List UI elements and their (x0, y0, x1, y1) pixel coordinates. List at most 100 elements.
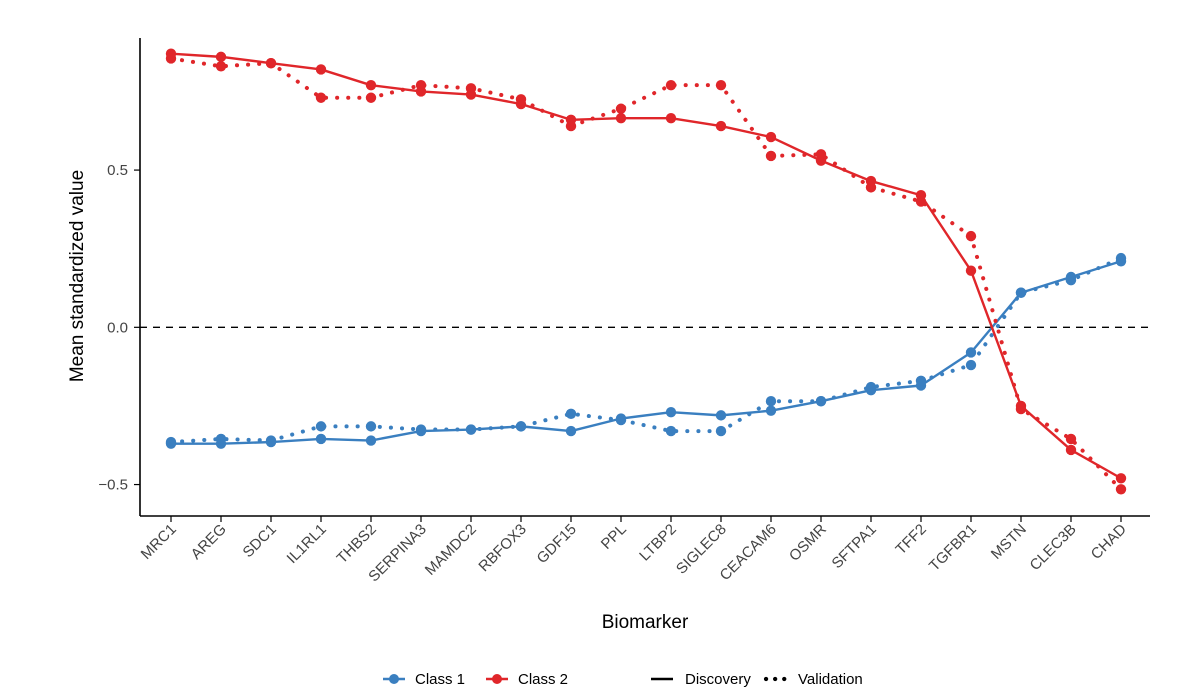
data-point-mstn (1015, 287, 1027, 298)
data-point-chad (1115, 473, 1127, 484)
data-point-ltbp2 (665, 425, 677, 437)
data-point-areg (215, 61, 227, 72)
legend-label: Class 1 (415, 671, 465, 688)
legend-item-validation: Validation (763, 671, 863, 688)
x-tick-label-sftpa1: SFTPA1 (829, 521, 880, 572)
data-point-chad (1115, 252, 1127, 264)
legend-label: Class 2 (518, 671, 568, 688)
data-point-areg (215, 51, 227, 63)
x-tick-label-rbfox3: RBFOX3 (475, 521, 529, 575)
data-point-ceacam6 (765, 396, 777, 407)
data-point-il1rl1 (315, 433, 327, 445)
data-point-clec3b (1065, 433, 1077, 445)
data-point-gdf15 (565, 408, 577, 419)
data-point-mrc1 (165, 53, 177, 64)
x-tick-label-tff2: TFF2 (892, 521, 929, 558)
data-point-mamdc2 (465, 83, 477, 94)
series-class-2-discovery (165, 48, 1127, 484)
x-tick-label-chad: CHAD (1088, 521, 1130, 563)
plot-area (140, 48, 1150, 495)
legend-item-discovery: Discovery (651, 671, 751, 688)
data-point-mstn (1015, 403, 1027, 415)
x-tick-label-clec3b: CLEC3B (1027, 521, 1080, 574)
y-axis-title: Mean standardized value (67, 170, 88, 382)
legend-point-swatch (389, 674, 399, 684)
data-point-ltbp2 (665, 79, 677, 91)
data-point-serpina3 (415, 79, 427, 91)
data-point-tgfbr1 (965, 265, 977, 276)
data-point-gdf15 (565, 425, 577, 437)
data-point-siglec8 (715, 120, 727, 132)
data-point-siglec8 (715, 425, 727, 437)
data-point-clec3b (1065, 444, 1077, 456)
data-point-ceacam6 (765, 405, 777, 416)
data-point-thbs2 (365, 435, 377, 446)
data-point-mamdc2 (465, 424, 477, 435)
data-point-ltbp2 (665, 407, 677, 418)
data-point-thbs2 (365, 92, 377, 103)
x-tick-label-il1rl1: IL1RL1 (284, 521, 330, 567)
x-tick-label-mstn: MSTN (988, 521, 1030, 563)
series-line (169, 256, 1123, 445)
series-line (169, 260, 1123, 445)
legend: Class 1 Class 2 Discovery Validation (383, 671, 863, 688)
data-point-tgfbr1 (965, 230, 977, 242)
axes (139, 38, 1150, 517)
x-tick-label-osmr: OSMR (786, 521, 830, 565)
data-point-osmr (815, 149, 827, 160)
legend-label: Discovery (685, 671, 751, 688)
x-tick-label-areg: AREG (188, 521, 230, 563)
data-point-tgfbr1 (965, 359, 977, 371)
data-point-clec3b (1065, 274, 1077, 286)
data-point-serpina3 (415, 424, 427, 435)
series-line (169, 52, 1123, 480)
data-point-siglec8 (715, 410, 727, 421)
x-tick-label-mamdc2: MAMDC2 (422, 521, 480, 579)
data-point-osmr (815, 396, 827, 407)
data-point-sdc1 (265, 57, 277, 69)
series-class-1-discovery (165, 256, 1127, 449)
data-point-il1rl1 (315, 92, 327, 103)
data-point-thbs2 (365, 421, 377, 432)
x-tick-label-ppl: PPL (598, 521, 630, 553)
x-tick-label-ltbp2: LTBP2 (636, 521, 680, 565)
data-point-ppl (615, 414, 627, 426)
x-tick-label-thbs2: THBS2 (334, 521, 380, 567)
legend-item-class-2: Class 2 (486, 671, 568, 688)
data-point-thbs2 (365, 79, 377, 91)
y-tick-label: 0.0 (107, 319, 128, 336)
data-point-sftpa1 (865, 182, 877, 193)
y-tick-label: 0.5 (107, 162, 128, 179)
x-tick-label-mrc1: MRC1 (138, 521, 180, 563)
data-point-gdf15 (565, 120, 577, 132)
data-point-ppl (615, 103, 627, 114)
legend-point-swatch (492, 674, 502, 684)
x-tick-label-gdf15: GDF15 (534, 521, 580, 567)
data-point-il1rl1 (315, 421, 327, 432)
x-tick-label-tgfbr1: TGFBR1 (926, 521, 980, 575)
series-class-1-validation (165, 252, 1127, 448)
data-point-chad (1115, 484, 1127, 495)
legend-item-class-1: Class 1 (383, 671, 465, 688)
data-point-siglec8 (715, 79, 727, 91)
data-point-rbfox3 (515, 421, 527, 432)
data-point-sftpa1 (865, 381, 877, 393)
data-point-mrc1 (165, 436, 177, 448)
data-point-ltbp2 (665, 112, 677, 124)
data-point-ceacam6 (765, 131, 777, 143)
data-point-tff2 (915, 375, 927, 386)
data-point-sdc1 (265, 435, 277, 446)
data-point-areg (215, 433, 227, 445)
legend-label: Validation (798, 671, 863, 688)
data-point-ppl (615, 112, 627, 124)
series-line (169, 56, 1123, 492)
data-point-il1rl1 (315, 64, 327, 75)
data-point-tgfbr1 (965, 347, 977, 358)
series-class-2-validation (165, 53, 1127, 495)
data-point-tff2 (915, 196, 927, 207)
x-tick-label-sdc1: SDC1 (240, 521, 280, 561)
data-point-ceacam6 (765, 150, 777, 162)
